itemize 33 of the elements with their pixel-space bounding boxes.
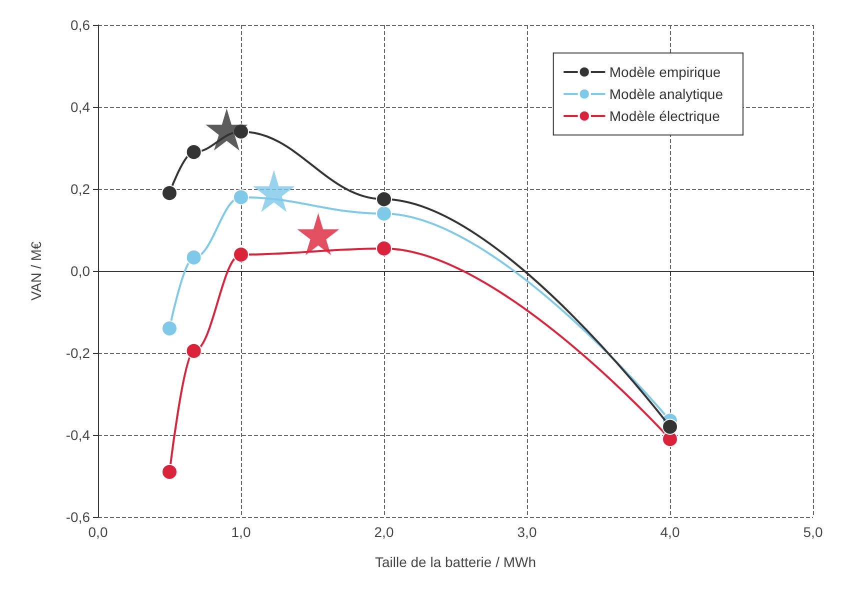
y-tick-label: 0,4 [70,99,90,115]
point [233,246,249,263]
legend-label: Modèle électrique [609,108,720,124]
point [376,240,392,256]
point [162,185,178,202]
point [252,170,295,212]
point [233,189,249,206]
y-tick-label: 0,6 [70,17,90,33]
point [297,213,340,256]
x-tick-label: 2,0 [374,524,394,540]
x-tick-label: 0,0 [88,524,108,540]
point [186,144,202,160]
legend-label: Modèle empirique [609,64,721,80]
point [206,108,248,151]
y-tick-label: -0,4 [66,427,90,443]
x-tick-label: 5,0 [803,524,823,540]
y-tick-label: -0,6 [66,509,90,525]
y-tick-label: -0,2 [66,345,90,361]
point [376,206,392,222]
point [186,342,202,359]
y-tick-label: 0,2 [70,181,90,197]
point [162,464,178,480]
x-tick-label: 3,0 [517,524,537,540]
x-tick-label: 4,0 [660,524,680,540]
y-tick-label: 0,0 [70,263,90,279]
legend-label: Modèle analytique [609,86,724,102]
y-axis-title: VAN / M€ [28,241,44,300]
x-axis-title: Taille de la batterie / MWh [374,554,536,570]
point [186,249,202,266]
x-tick-label: 1,0 [231,524,251,540]
point [662,418,678,435]
point [376,191,392,208]
point [162,320,178,336]
